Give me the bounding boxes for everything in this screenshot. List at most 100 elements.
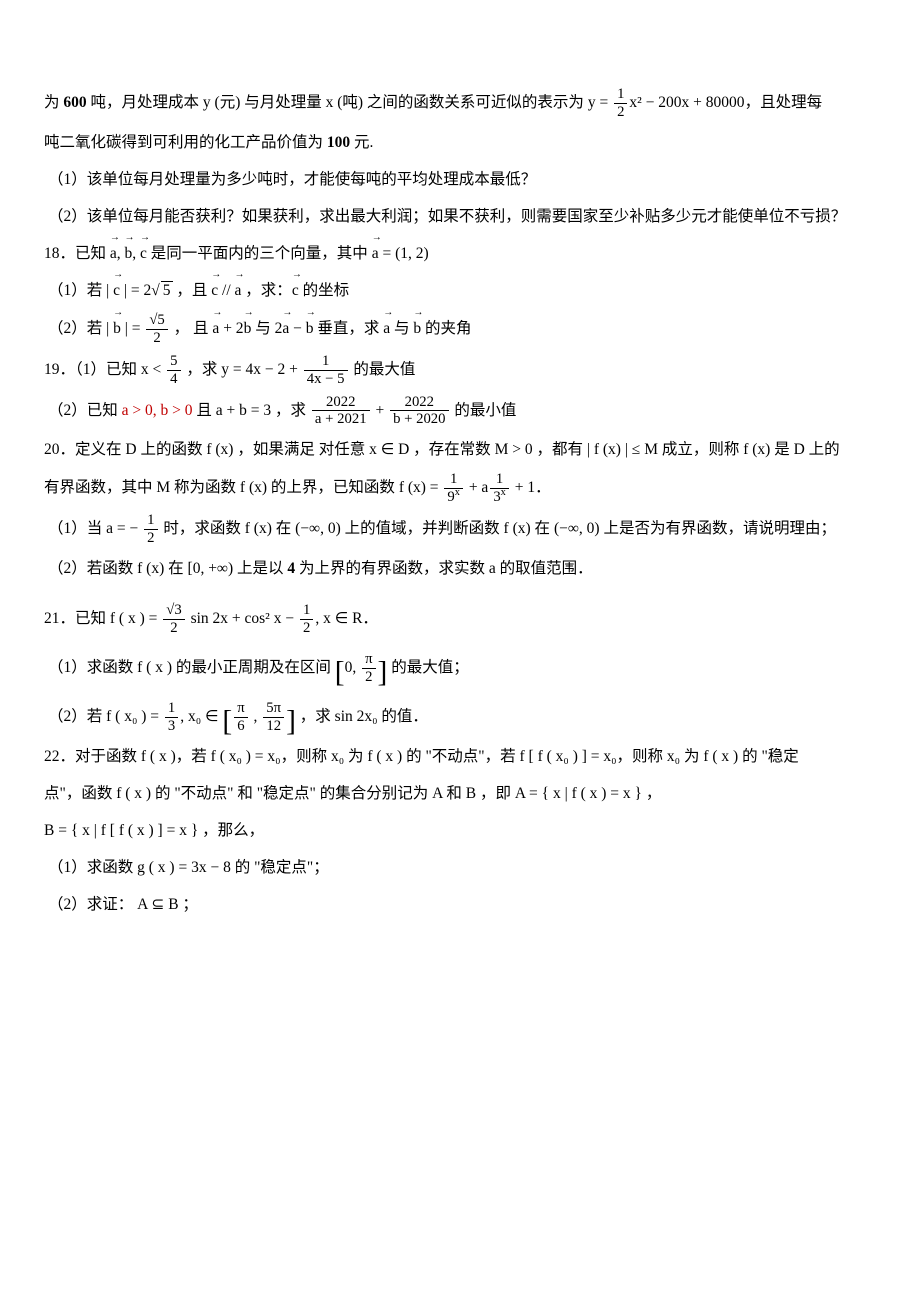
num: π: [362, 651, 375, 668]
fx: f (x): [594, 441, 621, 458]
q20-sub2: （2）若函数 f (x) 在 [0, +∞) 上是以 4 为上界的有界函数，求实…: [44, 553, 876, 584]
q22-sub2: （2）求证： A ⊆ B ；: [44, 889, 876, 920]
text: −: [289, 320, 306, 337]
interval: [0, +∞): [188, 560, 234, 577]
q21-stem: 21．已知 f ( x ) = √32 sin 2x + cos² x − 12…: [44, 602, 876, 637]
text: 是同一平面内的三个向量，其中: [147, 245, 372, 262]
text: 的坐标: [299, 282, 349, 299]
q19-sub1: 19．（1）已知 x < 54 ，求 y = 4x − 2 + 14x − 5 …: [44, 353, 876, 388]
math-exam-page: 为 600 吨，月处理成本 y (元) 与月处理量 x (吨) 之间的函数关系可…: [0, 0, 920, 986]
text: ， 且: [170, 320, 213, 337]
sqrt: √5: [151, 275, 172, 306]
text: ，且处理每: [745, 94, 823, 111]
q21-sub2: （2）若 f ( x₀ ) = 13, x₀ ∈ [π6 , 5π12] ，求 …: [44, 700, 876, 735]
q17-line1: 为 600 吨，月处理成本 y (元) 与月处理量 x (吨) 之间的函数关系可…: [44, 86, 876, 121]
fx: f (x): [504, 520, 531, 537]
zero: 0,: [345, 659, 361, 676]
text: 且: [193, 402, 216, 419]
num: 5π: [263, 700, 284, 717]
num: 5: [167, 353, 180, 370]
q17-line2: 吨二氧化碳得到可利用的化工产品价值为 100 元.: [44, 127, 876, 158]
text: （2）若函数: [48, 560, 137, 577]
base: 3: [493, 489, 500, 505]
num: 2022: [390, 394, 448, 411]
text: , x₀ ∈: [180, 708, 222, 725]
fraction: 2022a + 2021: [312, 394, 370, 429]
den: 3x: [490, 488, 509, 506]
text: 时，求函数: [160, 520, 245, 537]
text: ，且: [173, 282, 212, 299]
text: 的夹角: [421, 320, 471, 337]
text: | ≤ M 成立，则称: [621, 441, 743, 458]
text: 的最小值: [451, 402, 517, 419]
exp: x: [455, 487, 460, 498]
text: ,: [117, 245, 125, 262]
fx: f ( x ): [367, 748, 402, 765]
den: 4x − 5: [304, 370, 348, 388]
text: 的 "不动点"，若: [402, 748, 519, 765]
text: 在: [164, 560, 187, 577]
fraction: π6: [234, 700, 247, 735]
fx: f (x): [206, 441, 233, 458]
vec-c: c: [292, 275, 299, 306]
q20-line2: 有界函数，其中 M 称为函数 f (x) 的上界，已知函数 f (x) = 19…: [44, 471, 876, 506]
text: （1）当: [48, 520, 106, 537]
fraction: 13: [165, 700, 178, 735]
num: √5: [146, 312, 167, 329]
text: 的 "稳定点"；: [231, 859, 329, 876]
tail: , x ∈ R: [315, 610, 362, 627]
fraction: 5π12: [263, 700, 284, 735]
fraction: 14x − 5: [304, 353, 348, 388]
text: 22．对于函数: [44, 748, 141, 765]
interval: (−∞, 0): [295, 520, 341, 537]
den: 2: [300, 619, 313, 637]
eq: a = −: [106, 520, 142, 537]
den: 12: [263, 717, 284, 735]
eq: f (x) =: [399, 479, 443, 496]
text: 上是否为有界函数，请说明理由；: [600, 520, 836, 537]
fraction: 2022b + 2020: [390, 394, 448, 429]
text: 的最大值；: [387, 659, 468, 676]
fx: f ( x ) =: [110, 610, 161, 627]
condition: a > 0, b > 0: [122, 402, 193, 419]
text: ，若: [176, 748, 211, 765]
fx: f ( x ): [137, 659, 172, 676]
text: 与: [390, 320, 413, 337]
set: A = { x | f ( x ) = x }: [515, 785, 642, 802]
fraction: 12: [300, 602, 313, 637]
text: ，求：: [241, 282, 291, 299]
eq: f [ f ( x₀ ) ] = x₀: [520, 748, 617, 765]
fraction: 19x: [444, 471, 463, 506]
fx: f ( x ): [141, 748, 176, 765]
num: √3: [163, 602, 184, 619]
vec-c: c: [113, 275, 120, 306]
ineq: x <: [141, 361, 165, 378]
text: | =: [121, 320, 144, 337]
plus: + 1: [511, 479, 535, 496]
eq: f ( x₀ ) =: [106, 708, 163, 725]
num: π: [234, 700, 247, 717]
text: ，如果满足 对任意: [233, 441, 369, 458]
text: 20．定义在 D 上的函数: [44, 441, 206, 458]
text: 上的值域，并判断函数: [341, 520, 504, 537]
rbracket: ]: [378, 656, 388, 688]
text: | = 2: [120, 282, 151, 299]
text: ，则称 x₀ 为: [617, 748, 704, 765]
rbracket: ]: [286, 705, 296, 737]
text: 是 D 上的: [770, 441, 839, 458]
eq: = (1, 2): [379, 245, 429, 262]
num: 1: [614, 86, 627, 103]
dot: ．: [362, 610, 378, 627]
text: ，求: [271, 402, 310, 419]
text: 在: [272, 520, 295, 537]
var: y: [203, 94, 211, 111]
eq: y =: [588, 94, 612, 111]
q17-sub2: （2）该单位每月能否获利？如果获利，求出最大利润；如果不获利，则需要国家至少补贴…: [44, 201, 876, 232]
vec-b: b: [244, 313, 252, 344]
text: ，都有 |: [533, 441, 594, 458]
text: (元) 与月处理量: [211, 94, 326, 111]
text: 18．已知: [44, 245, 110, 262]
text: ，求: [183, 361, 222, 378]
plus: +: [372, 402, 389, 419]
text: （2）若: [48, 708, 106, 725]
